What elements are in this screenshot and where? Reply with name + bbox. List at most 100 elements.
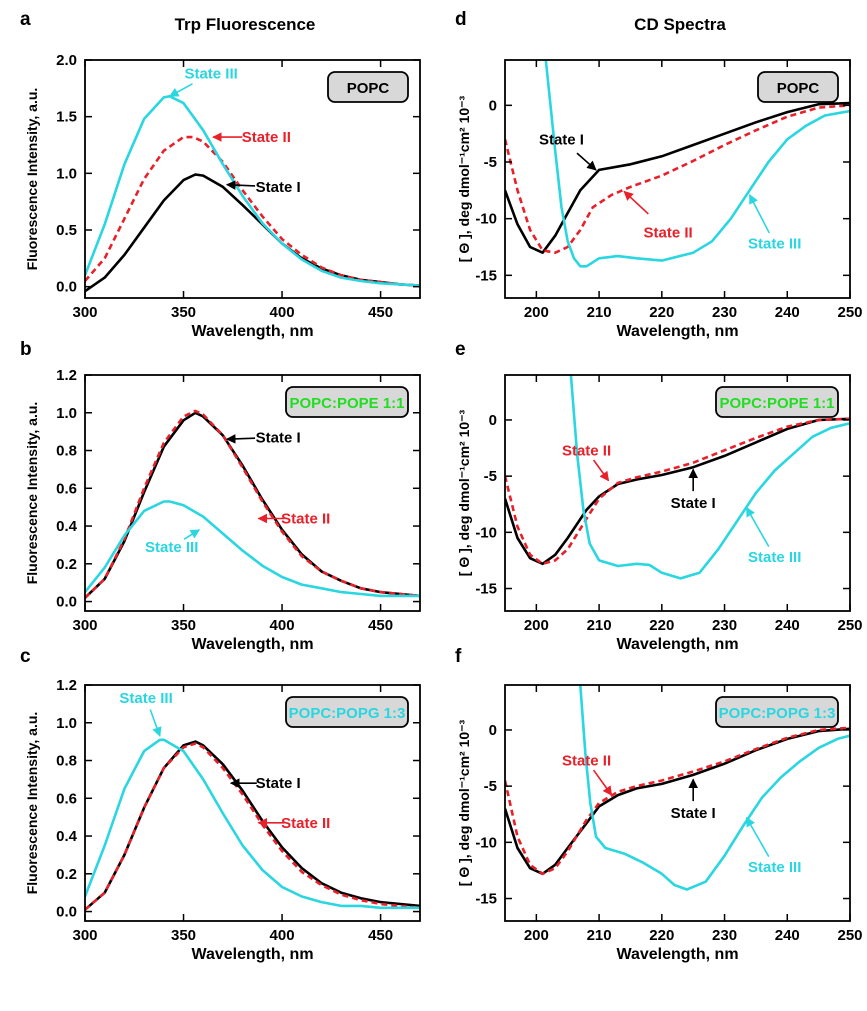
series-line-state-ii (505, 417, 850, 566)
x-tick-label: 210 (587, 927, 612, 944)
sample-box (327, 71, 409, 103)
sample-box-label: POPC:POPE 1:1 (289, 395, 404, 412)
sample-box (715, 696, 839, 728)
state-label: State I (539, 131, 584, 148)
state-label: State III (748, 859, 801, 876)
y-tick-label: 0.6 (56, 790, 77, 807)
x-tick-label: 220 (649, 304, 674, 321)
label-arrow (168, 83, 193, 97)
label-arrow (748, 194, 770, 234)
label-arrow (225, 434, 256, 444)
x-tick-label: 400 (270, 304, 295, 321)
panel-e: e 200 210 220 230 240 250 0 -5 -10 -15 Wavelength, … (455, 339, 863, 653)
x-tick-label: 400 (270, 617, 295, 634)
series-line-state-ii (505, 104, 850, 254)
sample-box-label: POPC:POPG 1:3 (719, 705, 836, 722)
series-line-state-iii (85, 95, 420, 287)
y-axis-label: Fluorescence Intensity, a.u. (24, 88, 40, 271)
y-tick-label: -5 (484, 154, 497, 171)
y-tick-label: 0.8 (56, 443, 77, 460)
title-right: CD Spectra (634, 15, 726, 34)
y-tick-label: 1.5 (56, 109, 77, 126)
y-tick-label: 1.0 (56, 165, 77, 182)
state-label: State II (281, 510, 330, 527)
x-axis-label: Wavelength, nm (616, 323, 738, 340)
y-axis-label: Fluorescence Intensity, a.u. (24, 712, 40, 895)
y-tick-label: 1.0 (56, 405, 77, 422)
y-tick-label: 0 (489, 97, 497, 114)
series-line-state-ii (85, 409, 420, 599)
y-tick-label: -10 (475, 211, 497, 228)
state-label: State III (119, 690, 172, 707)
sample-box-label: POPC (777, 80, 820, 97)
series-line-state-i (85, 411, 420, 599)
sample-box-label: POPC:POPE 1:1 (719, 395, 834, 412)
x-tick-label: 300 (72, 617, 97, 634)
plot-frame (504, 374, 851, 612)
y-tick-label: 0.0 (56, 904, 77, 921)
panel-letter: c (20, 646, 31, 667)
x-tick-label: 300 (72, 304, 97, 321)
label-arrow (225, 180, 256, 190)
series-line-state-iii (569, 375, 850, 580)
panel-letter: b (20, 339, 32, 360)
panel-a: a 300 350 400 450 0.0 0.5 1.0 1.5 2.0 Wavelength, … (20, 9, 421, 340)
x-tick-label: 200 (524, 304, 549, 321)
state-label: State I (256, 179, 301, 196)
plot-frame (84, 684, 421, 922)
y-tick-label: 0.4 (56, 828, 78, 845)
state-label: State I (671, 495, 716, 512)
y-tick-label: -15 (475, 267, 497, 284)
sample-box (285, 696, 409, 728)
x-tick-label: 240 (775, 927, 800, 944)
x-tick-label: 250 (837, 304, 862, 321)
y-tick-label: -10 (475, 524, 497, 541)
panel-d: d 200 210 220 230 240 250 0 -5 -10 -15 Wavelength, … (455, 9, 863, 340)
state-label: State II (643, 224, 692, 241)
sample-box (757, 71, 839, 103)
y-axis-label: [ Θ ], deg dmol⁻¹cm² 10⁻³ (456, 95, 472, 262)
series-line-state-iii (544, 60, 850, 268)
panel-f: f 200 210 220 230 240 250 0 -5 -10 -15 Wavelength, … (455, 646, 863, 963)
x-tick-label: 240 (775, 617, 800, 634)
panel-letter: d (455, 9, 467, 30)
y-tick-label: 0.4 (56, 518, 78, 535)
label-arrow (745, 506, 770, 548)
x-tick-label: 240 (775, 304, 800, 321)
x-tick-label: 250 (837, 617, 862, 634)
y-tick-label: 0 (489, 412, 497, 429)
label-arrow (183, 529, 201, 540)
state-label: State III (184, 66, 237, 83)
series-line-state-ii (85, 742, 420, 911)
series-line-state-i (85, 173, 420, 293)
sample-box-label: POPC:POPG 1:3 (289, 705, 406, 722)
y-tick-label: 1.2 (56, 367, 77, 384)
x-axis-label: Wavelength, nm (191, 636, 313, 653)
x-tick-label: 450 (368, 304, 393, 321)
x-tick-label: 230 (712, 304, 737, 321)
x-tick-label: 250 (837, 927, 862, 944)
panel-b: b 300 350 400 450 0.0 0.2 0.4 0.6 0.8 1.0 1.2 Wavele… (20, 339, 421, 653)
panel-letter: e (455, 339, 466, 360)
y-axis-label: Fluorescence Intensity, a.u. (24, 402, 40, 585)
series-line-state-iii (85, 500, 420, 598)
state-label: State II (242, 129, 291, 146)
y-tick-label: 2.0 (56, 52, 77, 69)
series-line-state-iii (579, 685, 850, 891)
state-label: State III (748, 236, 801, 253)
y-tick-label: -10 (475, 834, 497, 851)
sample-box-label: POPC (347, 80, 390, 97)
panel-c: c 300 350 400 450 0.0 0.2 0.4 0.6 0.8 1.0 1.2 Wavele… (20, 646, 421, 963)
y-tick-label: 0.6 (56, 480, 77, 497)
title-left: Trp Fluorescence (175, 15, 316, 34)
label-arrow (592, 459, 610, 482)
y-tick-label: 0 (489, 722, 497, 739)
y-tick-label: -5 (484, 778, 497, 795)
state-label: State II (562, 442, 611, 459)
label-arrow (745, 816, 770, 858)
y-tick-label: -5 (484, 468, 497, 485)
state-label: State III (748, 549, 801, 566)
x-axis-label: Wavelength, nm (616, 636, 738, 653)
sample-box (285, 386, 409, 418)
state-label: State II (562, 752, 611, 769)
